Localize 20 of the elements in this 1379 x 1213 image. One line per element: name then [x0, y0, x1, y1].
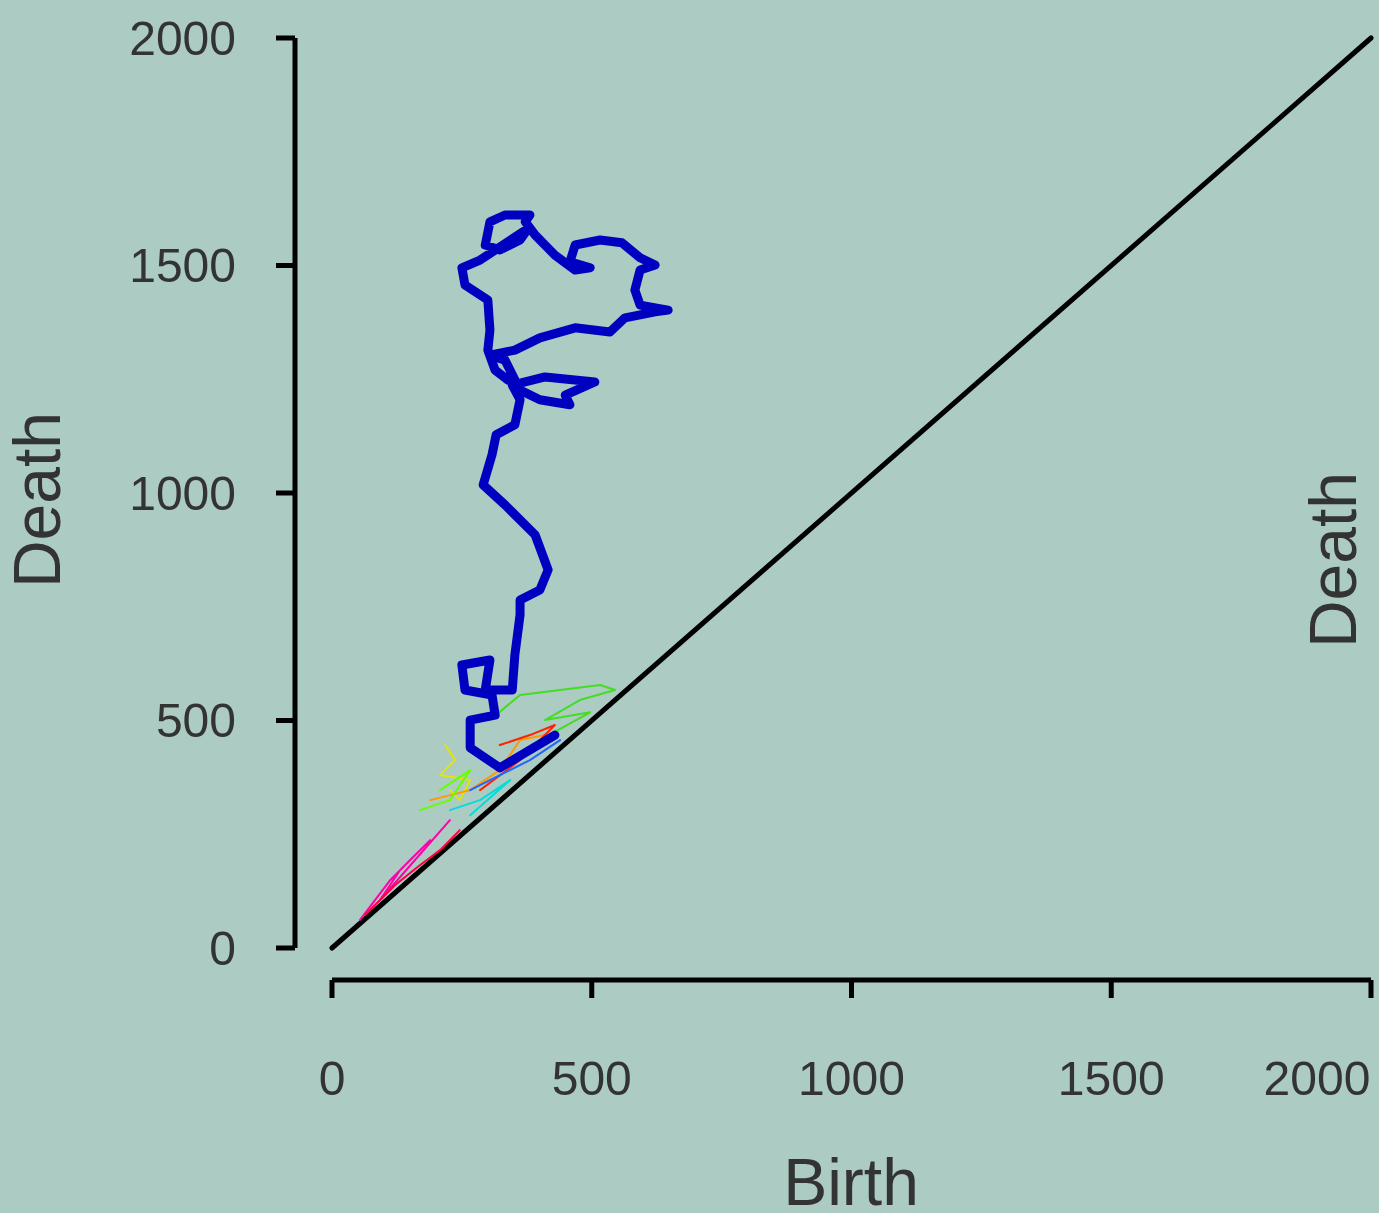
- x-axis-title: Birth: [783, 1145, 919, 1213]
- line-series: [448, 779, 512, 817]
- line-series: [359, 819, 451, 921]
- x-tick-label: 1000: [798, 1052, 905, 1105]
- x-tick-label: 1500: [1057, 1052, 1165, 1105]
- line-series: [469, 739, 562, 792]
- line-series: [364, 829, 461, 916]
- y-tick-label: 500: [155, 694, 236, 748]
- y-tick-label: 1000: [129, 466, 236, 520]
- y-tick-label: 0: [209, 921, 236, 975]
- y2-axis-title: Death: [1296, 471, 1370, 649]
- y-tick-label: 1500: [129, 239, 236, 293]
- line-series: [429, 734, 546, 802]
- x-tick-label: 2000: [1263, 1052, 1371, 1105]
- x-tick-label: 500: [551, 1052, 632, 1105]
- y-tick-label: 2000: [129, 11, 236, 65]
- line-series: [418, 769, 472, 812]
- y-axis-title: Death: [0, 411, 74, 589]
- x-tick-label: 0: [318, 1052, 346, 1105]
- line-series: [439, 744, 472, 802]
